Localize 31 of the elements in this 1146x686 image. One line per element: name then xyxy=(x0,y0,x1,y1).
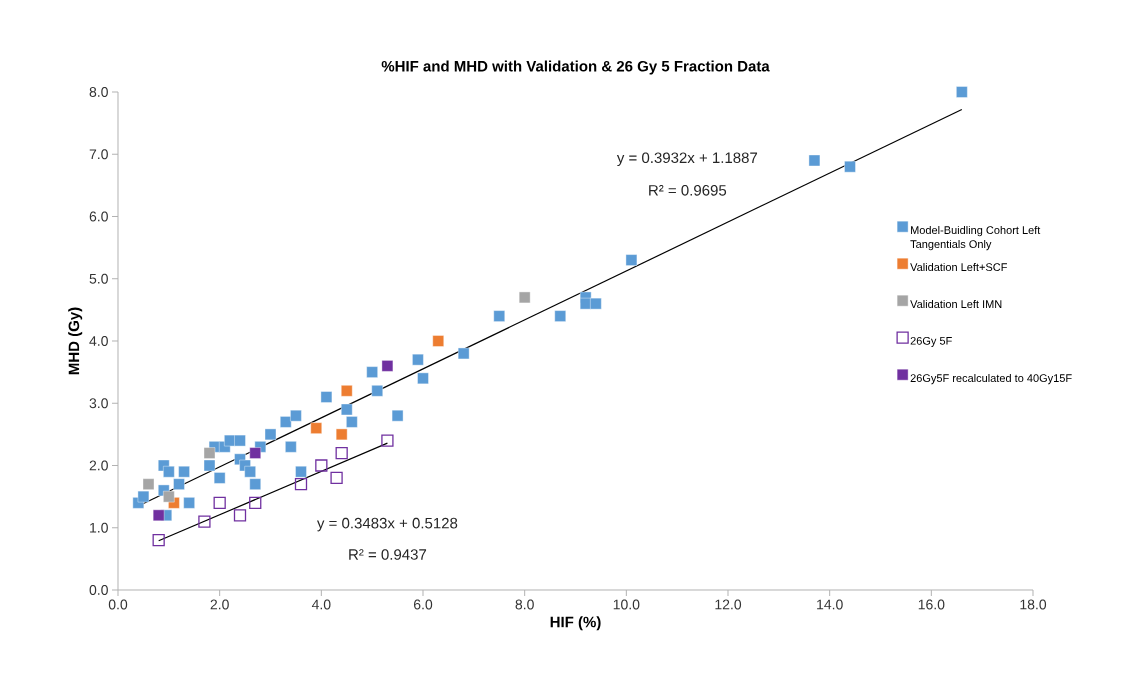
x-tick-label: 6.0 xyxy=(413,599,433,610)
legend-label: 26Gy5F recalculated to 40Gy15F xyxy=(910,373,1072,385)
x-tick-label: 0.0 xyxy=(108,599,128,610)
chart-title: %HIF and MHD with Validation & 26 Gy 5 Fraction Data xyxy=(381,60,770,75)
y-tick-label: 5.0 xyxy=(89,273,108,284)
annotation: y = 0.3932x + 1.1887 xyxy=(616,152,758,167)
x-tick-label: 12.0 xyxy=(715,599,742,610)
x-axis-title: HIF (%) xyxy=(550,616,601,631)
x-tick-label: 4.0 xyxy=(311,599,331,610)
legend-label: Validation Left+SCF xyxy=(910,262,1007,272)
x-tick-label: 10.0 xyxy=(613,599,640,610)
annotation: y = 0.3483x + 0.5128 xyxy=(316,517,458,532)
legend-label: Validation Left IMN xyxy=(910,299,1002,309)
y-tick-label: 2.0 xyxy=(89,460,108,471)
x-tick-label: 2.0 xyxy=(210,599,229,610)
x-tick-label: 16.0 xyxy=(918,599,945,610)
x-tick-label: 18.0 xyxy=(1020,599,1047,610)
legend-label: 26Gy 5F xyxy=(910,336,952,347)
annotation: R² = 0.9437 xyxy=(349,549,427,560)
y-tick-label: 0.0 xyxy=(89,585,108,595)
y-tick-label: 3.0 xyxy=(89,398,108,409)
legend-label: Model-Buidling Cohort Left Tangentials Only xyxy=(910,225,1041,251)
y-tick-label: 6.0 xyxy=(89,211,108,222)
x-tick-label: 8.0 xyxy=(515,599,534,610)
x-tick-label: 14.0 xyxy=(817,599,843,610)
y-tick-label: 1.0 xyxy=(90,522,108,533)
y-tick-label: 8.0 xyxy=(89,87,108,97)
y-tick-label: 7.0 xyxy=(89,149,108,160)
y-axis-title: MHD (Gy) xyxy=(68,307,83,375)
y-tick-label: 4.0 xyxy=(89,336,108,346)
annotation: R² = 0.9695 xyxy=(649,185,727,196)
